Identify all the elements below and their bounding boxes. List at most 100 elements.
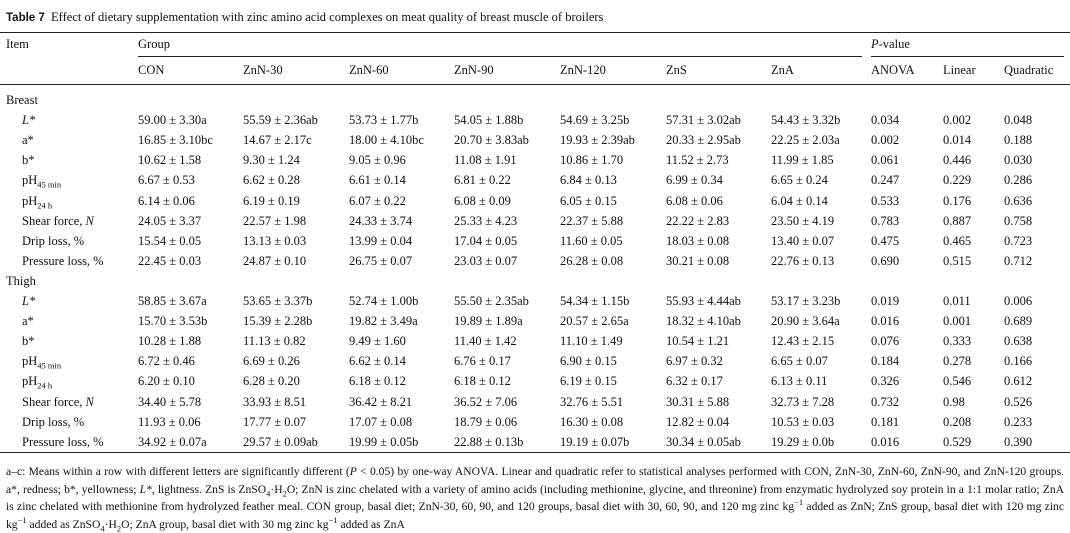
- superscript: −1: [17, 514, 27, 525]
- cell: 57.31 ± 3.02ab: [666, 113, 741, 128]
- cell: 6.19 ± 0.19: [243, 193, 300, 208]
- cell: 0.783: [871, 213, 900, 228]
- cell: 6.19 ± 0.15: [560, 374, 617, 389]
- text: pH: [22, 354, 38, 369]
- subscript: 4: [266, 487, 271, 498]
- cell: 20.57 ± 2.65a: [560, 314, 629, 329]
- cell: 0.515: [943, 253, 972, 268]
- cell: 6.07 ± 0.22: [349, 193, 406, 208]
- cell: 17.04 ± 0.05: [454, 233, 518, 248]
- subscript: 45 min: [37, 179, 62, 190]
- pvalue-header: P-value: [871, 36, 910, 52]
- text: ·H: [270, 482, 283, 496]
- group-header: Group: [138, 37, 170, 51]
- pvalue-rule: [871, 56, 1064, 57]
- cell: 0.006: [1004, 294, 1033, 308]
- text: a–c: Means within a row with different l…: [6, 465, 350, 478]
- cell: 0.638: [1004, 334, 1033, 349]
- cell: 0.286: [1004, 173, 1033, 188]
- text: ·H: [104, 517, 117, 531]
- cell: 11.10 ± 1.49: [560, 334, 623, 349]
- cell: 17.07 ± 0.08: [349, 414, 413, 429]
- text: Pressure loss, %: [22, 253, 104, 268]
- cell: 0.690: [871, 253, 900, 268]
- cell: 0.278: [943, 354, 972, 369]
- text: b*: [22, 153, 35, 168]
- cell: 13.40 ± 0.07: [771, 233, 835, 248]
- text: pH: [22, 173, 38, 188]
- cell: 22.76 ± 0.13: [771, 253, 835, 268]
- cell: 0.689: [1004, 314, 1033, 329]
- cell: 6.08 ± 0.09: [454, 193, 511, 208]
- cell: 11.99 ± 1.85: [771, 153, 834, 168]
- text: O; ZnA group, basal diet with 30 mg zinc…: [121, 517, 329, 531]
- cell: 0.184: [871, 354, 900, 369]
- cell: 0.247: [871, 173, 900, 188]
- cell: 6.67 ± 0.53: [138, 173, 195, 188]
- cell: 20.70 ± 3.83ab: [454, 133, 529, 148]
- row-label: L*: [22, 293, 35, 309]
- row-label: pH24 h: [22, 193, 53, 210]
- subscript: 2: [116, 522, 122, 533]
- cell: 53.73 ± 1.77b: [349, 113, 419, 128]
- column-header: ZnN-90: [454, 63, 494, 77]
- cell: 0.887: [943, 213, 972, 228]
- cell: 33.93 ± 8.51: [243, 394, 307, 409]
- cell: 59.00 ± 3.30a: [138, 113, 207, 128]
- top-rule: [0, 32, 1070, 33]
- cell: 19.19 ± 0.07b: [560, 434, 630, 449]
- row-label: Pressure loss, %: [22, 434, 104, 450]
- column-header: Quadratic: [1004, 63, 1054, 77]
- row-label: Shear force, N: [22, 213, 94, 229]
- row-label: Shear force, N: [22, 394, 94, 410]
- text: Shear force,: [22, 394, 86, 409]
- cell: 55.59 ± 2.36ab: [243, 113, 318, 128]
- text: Shear force,: [22, 213, 86, 228]
- row-label: b*: [22, 333, 35, 349]
- cell: 14.67 ± 2.17c: [243, 133, 312, 148]
- italic-text: P: [349, 465, 357, 478]
- cell: 0.016: [871, 314, 900, 329]
- cell: 10.53 ± 0.03: [771, 414, 835, 429]
- text: Drip loss, %: [22, 233, 85, 248]
- cell: 6.65 ± 0.07: [771, 354, 828, 369]
- cell: 15.39 ± 2.28b: [243, 314, 313, 329]
- cell: 29.57 ± 0.09ab: [243, 434, 318, 449]
- cell: 6.08 ± 0.06: [666, 193, 723, 208]
- cell: 0.475: [871, 233, 900, 248]
- cell: 0.465: [943, 233, 972, 248]
- subscript: 24 h: [37, 380, 53, 391]
- cell: 6.69 ± 0.26: [243, 354, 300, 369]
- row-label: Drip loss, %: [22, 233, 84, 249]
- cell: 0.758: [1004, 213, 1033, 228]
- cell: 34.40 ± 5.78: [138, 394, 202, 409]
- row-label: Pressure loss, %: [22, 253, 104, 269]
- cell: 20.33 ± 2.95ab: [666, 133, 741, 148]
- cell: 18.03 ± 0.08: [666, 233, 730, 248]
- cell: 11.60 ± 0.05: [560, 233, 623, 248]
- cell: 22.45 ± 0.03: [138, 253, 202, 268]
- row-label: a*: [22, 132, 34, 148]
- cell: 0.208: [943, 414, 972, 429]
- cell: 15.54 ± 0.05: [138, 233, 202, 248]
- cell: 25.33 ± 4.23: [454, 213, 518, 228]
- cell: 6.28 ± 0.20: [243, 374, 300, 389]
- cell: 6.84 ± 0.13: [560, 173, 617, 188]
- cell: 6.61 ± 0.14: [349, 173, 406, 188]
- caption-text: Effect of dietary supplementation with z…: [51, 10, 604, 24]
- row-label: pH24 h: [22, 373, 53, 391]
- cell: 13.99 ± 0.04: [349, 233, 413, 248]
- cell: 24.87 ± 0.10: [243, 253, 307, 268]
- cell: 9.05 ± 0.96: [349, 153, 406, 168]
- cell: 0.446: [943, 153, 972, 168]
- cell: 30.21 ± 0.08: [666, 253, 730, 268]
- cell: 19.82 ± 3.49a: [349, 314, 418, 329]
- cell: 19.99 ± 0.05b: [349, 434, 419, 449]
- cell: 0.533: [871, 193, 900, 208]
- cell: 0.636: [1004, 193, 1033, 208]
- superscript: −1: [328, 514, 338, 525]
- cell: 11.08 ± 1.91: [454, 153, 517, 168]
- cell: 52.74 ± 1.00b: [349, 294, 419, 308]
- subscript: 24 h: [37, 200, 53, 210]
